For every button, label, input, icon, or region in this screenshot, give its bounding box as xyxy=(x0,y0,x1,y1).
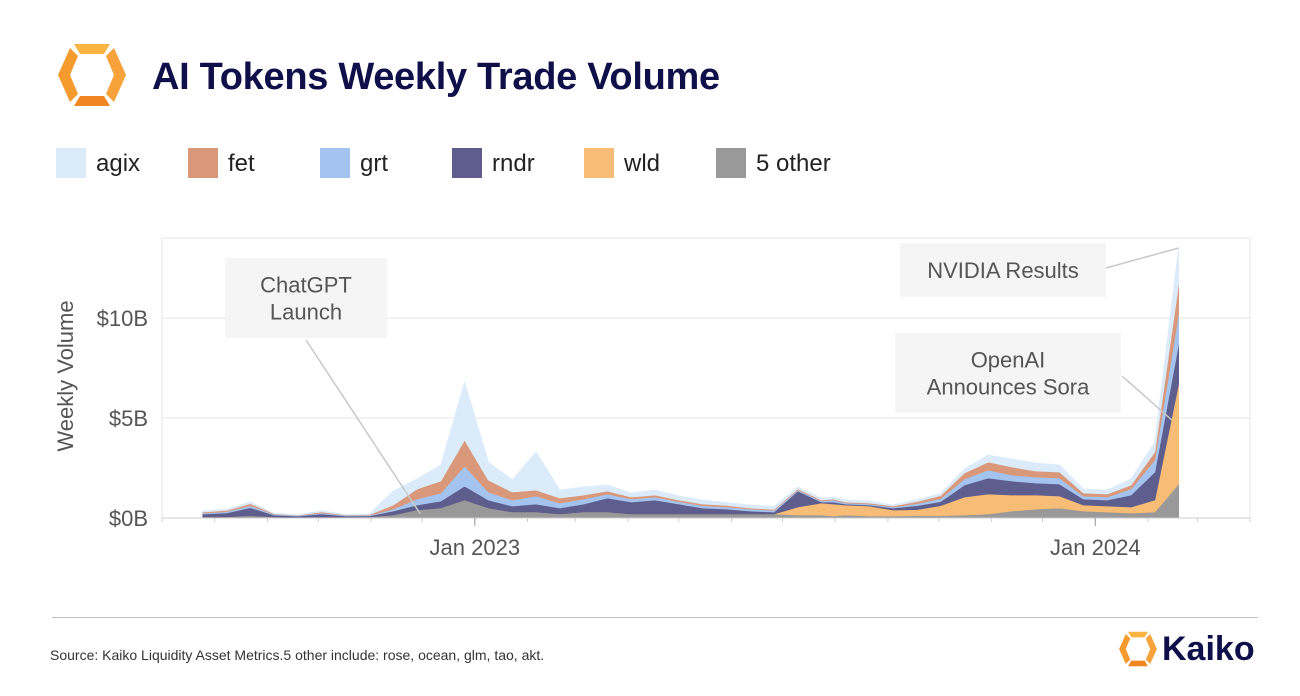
legend-swatch-agix xyxy=(56,148,86,178)
x-tick-label: Jan 2023 xyxy=(430,535,521,560)
axes: $0B $5B $10B Jan 2023 Jan 2024 xyxy=(97,306,1251,560)
legend-swatch-wld xyxy=(584,148,614,178)
annotation-leader xyxy=(1105,247,1179,269)
annotation-text: OpenAI xyxy=(971,348,1046,373)
annotation-text: ChatGPT xyxy=(260,273,352,298)
brand-name: Kaiko xyxy=(1162,630,1255,668)
annotation-box xyxy=(225,258,387,338)
chart-title: AI Tokens Weekly Trade Volume xyxy=(152,56,720,98)
legend-swatch-5-other xyxy=(716,148,746,178)
legend-label-5-other: 5 other xyxy=(756,150,831,177)
annotation-text: Launch xyxy=(270,300,342,325)
annotation-box xyxy=(895,333,1121,413)
annotation-leader xyxy=(1121,375,1173,421)
annotation-text: NVIDIA Results xyxy=(927,258,1079,283)
footer-divider xyxy=(52,617,1258,618)
y-tick-label: $0B xyxy=(109,506,148,531)
legend-label-grt: grt xyxy=(360,150,389,177)
legend-label-wld: wld xyxy=(624,150,661,177)
annotation-leader xyxy=(305,339,422,515)
annotation-box xyxy=(900,243,1106,297)
stacked-areas xyxy=(202,247,1179,519)
legend-swatch-fet xyxy=(188,148,218,178)
source-note: Source: Kaiko Liquidity Asset Metrics.5 … xyxy=(50,647,545,663)
y-axis-label: Weekly Volume xyxy=(53,300,78,452)
x-tick-label: Jan 2024 xyxy=(1050,535,1141,560)
legend-label-agix: agix xyxy=(96,150,141,177)
kaiko-brand-mark-icon xyxy=(1119,631,1157,667)
legend-label-fet: fet xyxy=(228,150,255,177)
area-agix xyxy=(202,247,1179,516)
y-tick-label: $10B xyxy=(97,306,148,331)
y-tick-label: $5B xyxy=(109,406,148,431)
kaiko-logo-icon xyxy=(58,44,126,106)
kaiko-wordmark-icon: Kaiko xyxy=(1118,628,1268,672)
annotation-text: Announces Sora xyxy=(927,375,1090,400)
area-chart: $0B $5B $10B Jan 2023 Jan 2024 ChatGPTLaunch… xyxy=(97,237,1251,560)
legend-swatch-grt xyxy=(320,148,350,178)
legend-swatch-rndr xyxy=(452,148,482,178)
legend-label-rndr: rndr xyxy=(492,150,535,177)
